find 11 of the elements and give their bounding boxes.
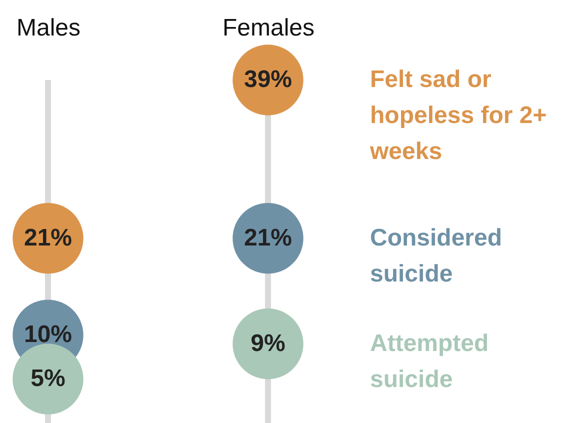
data-label: 21% <box>24 224 72 252</box>
x-tick-label: Males <box>16 14 81 42</box>
data-label: 21% <box>244 224 292 252</box>
data-label: 39% <box>244 66 292 93</box>
data-label: 10% <box>24 321 72 348</box>
text: Attempted suicide <box>370 330 489 393</box>
text: Considered suicide <box>370 224 502 288</box>
data-label: 9% <box>250 330 286 357</box>
x-tick-label: Females <box>222 14 315 42</box>
text: Felt sad or hopeless for 2+ weeks <box>369 66 547 165</box>
data-label: 5% <box>30 365 66 392</box>
